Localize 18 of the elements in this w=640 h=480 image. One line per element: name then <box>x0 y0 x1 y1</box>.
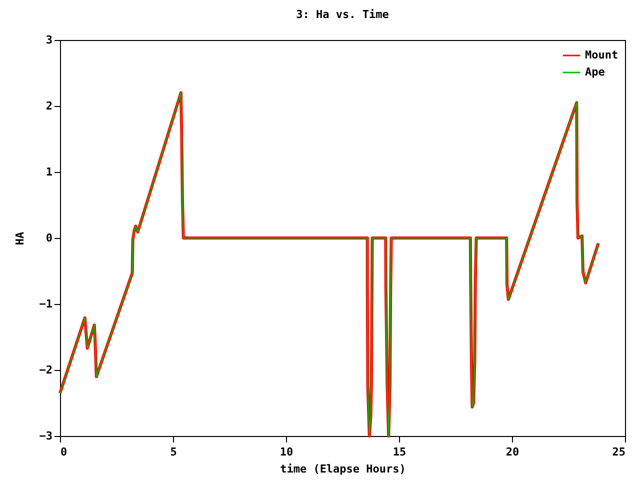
x-tick-label: 20 <box>506 446 520 458</box>
y-tick-label: −3 <box>39 430 52 442</box>
x-tick-label: 15 <box>392 446 406 458</box>
y-tick-label: 1 <box>46 166 53 178</box>
x-tick-label: 5 <box>170 446 177 458</box>
legend-label: Ape <box>585 66 606 78</box>
y-tick-label: −2 <box>39 364 52 376</box>
y-tick-label: 0 <box>46 232 52 244</box>
y-tick-label: 2 <box>46 100 52 112</box>
y-tick-label: −1 <box>39 298 53 310</box>
legend-label: Mount <box>585 48 618 62</box>
x-tick-label: 25 <box>612 446 626 458</box>
chart-title: 3: Ha vs. Time <box>296 8 390 21</box>
y-axis-title: HA <box>13 232 26 246</box>
y-tick-label: 3 <box>46 34 52 46</box>
x-tick-label: 0 <box>60 446 68 458</box>
x-axis-title: time (Elapse Hours) <box>280 462 406 476</box>
x-tick-label: 10 <box>280 446 294 458</box>
